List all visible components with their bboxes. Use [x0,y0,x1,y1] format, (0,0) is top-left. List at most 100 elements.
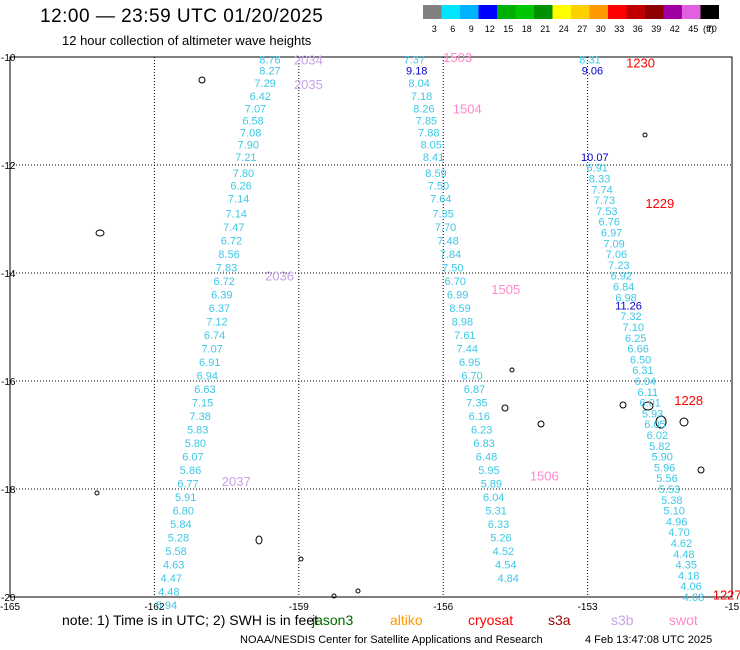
island-outline [95,229,105,237]
swh-value-s3b: 6.80 [173,506,194,518]
swh-value-s3b: 7.38 [189,411,210,423]
swh-value-cryosat: 6.31 [632,365,653,377]
swh-value-swot: 7.37 [404,55,425,67]
x-tick-label: -153 [578,602,598,612]
swh-value-s3b: 6.72 [221,236,242,248]
swh-value-swot: 7.70 [435,222,456,234]
x-tick-label: -156 [433,602,453,612]
legend-label: 27 [577,24,587,34]
swh-value-swot: 5.26 [490,533,511,545]
swh-value-swot: 8.59 [449,303,470,315]
swh-value-swot: 7.48 [437,236,458,248]
legend-label: 33 [614,24,624,34]
swh-value-cryosat: 6.84 [613,282,634,294]
swh-value-cryosat: 4.18 [678,570,699,582]
swh-value-cryosat: 10.07 [581,152,609,164]
swh-value-s3b: 4.63 [163,560,184,572]
swh-value-swot: 5.95 [478,465,499,477]
chart-subtitle: 12 hour collection of altimeter wave hei… [62,33,312,48]
swh-value-cryosat: 8.31 [579,55,600,67]
swh-value-s3b: 5.91 [175,492,196,504]
island-outline [537,420,545,428]
swh-value-swot: 6.04 [483,492,504,504]
legend-label: 70 [707,24,717,34]
legend-swatch [608,5,627,19]
swh-value-s3b: 8.27 [259,66,280,78]
swh-value-swot: 8.26 [413,103,434,115]
swh-value-cryosat: 6.25 [625,333,646,345]
swh-value-swot: 4.54 [495,560,516,572]
swh-value-cryosat: 4.48 [673,549,694,561]
legend-swatch [497,5,516,19]
pass-time-label: 1230 [626,55,655,70]
legend-swatch [552,5,571,19]
swh-value-s3b: 7.14 [228,193,249,205]
swh-value-cryosat: 7.73 [594,195,615,207]
swh-value-swot: 8.59 [425,168,446,180]
satellite-swot: swot [669,612,698,628]
footer-note: note: 1) Time is in UTC; 2) SWH is in fe… [62,612,318,628]
legend-label: 36 [633,24,643,34]
legend-swatch [515,5,534,19]
swh-value-cryosat: 5.56 [656,473,677,485]
legend-label: 9 [469,24,474,34]
legend-swatch [571,5,590,19]
color-legend: 3 6 9 12 15 18 21 24 27 30 33 36 39 42 45 70(ft) [423,5,719,34]
swh-value-cryosat: 6.01 [639,398,660,410]
swh-value-s3b: 7.29 [254,78,275,90]
satellite-s3b: s3b [611,612,634,628]
y-tick-label: -12 [1,161,16,172]
swh-value-s3b: 6.42 [250,91,271,103]
swh-value-cryosat: 6.02 [647,430,668,442]
legend-label: 24 [559,24,569,34]
swh-value-cryosat: 7.10 [623,322,644,334]
swh-value-cryosat: 4.62 [671,538,692,550]
swh-value-s3b: 5.94 [156,600,177,612]
pass-time-label: 1504 [453,101,482,116]
swh-value-swot: 6.70 [461,371,482,383]
swh-value-s3b: 5.80 [185,438,206,450]
swh-value-s3b: 6.94 [197,371,218,383]
swh-value-s3b: 5.86 [180,465,201,477]
island-outline [642,401,654,411]
swh-value-s3b: 4.48 [158,587,179,599]
chart-title: 12:00 — 23:59 UTC 01/20/2025 [40,6,324,27]
island-outline [655,415,667,429]
legend-swatch [478,5,497,19]
swh-value-s3b: 6.72 [213,276,234,288]
pass-time-label: 2037 [222,474,251,489]
legend-swatch [626,5,645,19]
swh-value-cryosat: 5.96 [654,462,675,474]
y-tick-label: -16 [1,377,16,388]
legend-label: 45 [688,24,698,34]
swh-value-cryosat: 6.97 [601,228,622,240]
island-outline [255,535,263,545]
swh-value-cryosat: 7.09 [603,238,624,250]
y-tick-label: -14 [1,269,16,280]
swh-value-s3b: 6.37 [209,303,230,315]
swh-value-cryosat: 4.35 [676,560,697,572]
swh-value-cryosat: 4.96 [666,516,687,528]
x-tick-label: -159 [289,602,309,612]
legend-label: 3 [432,24,437,34]
swh-value-cryosat: 6.76 [599,217,620,229]
swh-value-cryosat: 7.23 [608,260,629,272]
swh-value-s3b: 6.07 [182,452,203,464]
legend-swatch [645,5,664,19]
legend-label: 42 [670,24,680,34]
swh-value-cryosat: 11.26 [615,300,642,312]
swh-value-cryosat: 5.10 [664,506,685,518]
swh-value-cryosat: 5.38 [661,495,682,507]
swh-value-cryosat: 6.98 [615,292,636,304]
swh-value-swot: 6.48 [476,452,497,464]
swh-value-cryosat: 9.06 [582,66,603,78]
swh-value-swot: 7.18 [411,91,432,103]
swh-value-cryosat: 7.53 [596,206,617,218]
swh-value-cryosat: 4.06 [680,581,701,593]
swh-value-swot: 7.50 [428,181,449,193]
swh-value-cryosat: 8.33 [589,174,610,186]
legend-swatch [460,5,479,19]
swh-value-cryosat: 6.50 [630,354,651,366]
swh-value-s3b: 7.80 [233,168,254,180]
swh-value-s3b: 7.83 [216,263,237,275]
